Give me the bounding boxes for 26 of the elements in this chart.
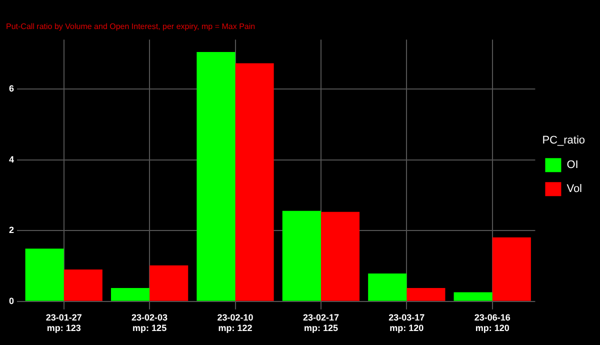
y-tick-label: 4 — [8, 154, 14, 164]
bar — [64, 270, 102, 301]
bar — [320, 212, 360, 301]
bar — [492, 237, 531, 301]
x-tick-label: 23-03-17 mp: 120 — [388, 312, 425, 334]
legend-label: OI — [566, 159, 578, 172]
bar — [235, 63, 274, 301]
bar — [150, 265, 188, 301]
bar — [454, 292, 492, 301]
bar — [196, 52, 236, 301]
bar — [282, 210, 321, 301]
legend-title: PC_ratio — [542, 134, 586, 146]
y-tick-label: 2 — [8, 225, 14, 236]
chart-subtitle: Put-Call ratio by Volume and Open Interest, per expiry, mp = Max Pain — [6, 22, 256, 32]
x-tick-label: 23-06-16 mp: 120 — [474, 312, 510, 334]
bar — [406, 288, 446, 301]
bar — [110, 288, 150, 301]
x-tick-label: 23-02-17 mp: 125 — [302, 312, 339, 334]
x-tick-label: 23-02-03 mp: 125 — [132, 312, 168, 334]
y-tick-label: 6 — [8, 84, 14, 94]
bar — [25, 248, 64, 301]
legend-label: Vol — [566, 183, 582, 196]
bar — [368, 273, 407, 301]
y-tick-label: 0 — [8, 296, 14, 306]
x-tick-label: 23-02-10 mp: 122 — [217, 312, 254, 334]
x-tick-label: 23-01-27 mp: 123 — [46, 312, 82, 334]
